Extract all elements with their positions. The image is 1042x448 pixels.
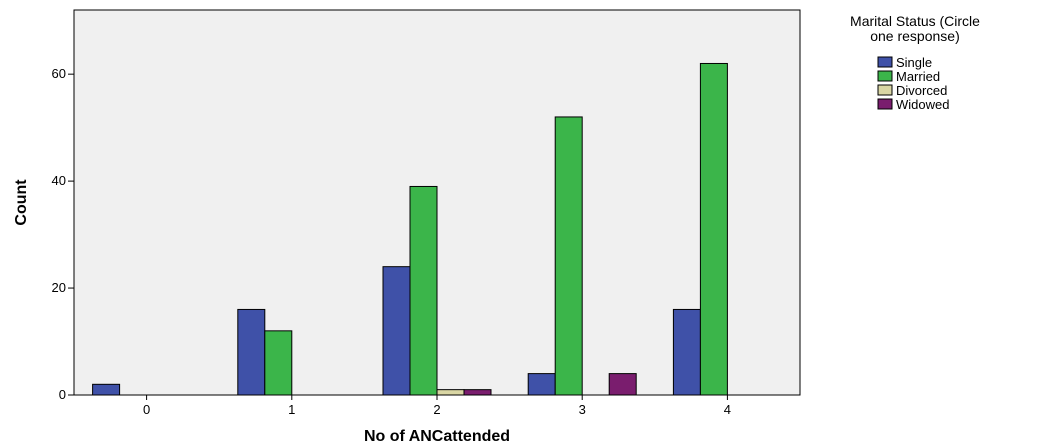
y-tick-label: 40 [52, 173, 66, 188]
bar-single-4 [672, 308, 701, 396]
bar-widowed-2 [463, 389, 492, 396]
legend-title: one response) [870, 28, 960, 44]
y-axis-title: Count [13, 179, 30, 226]
legend-swatch-divorced [877, 84, 893, 96]
bar-widowed-3 [608, 373, 637, 396]
bar-divorced-2 [436, 389, 465, 396]
x-axis-title: No of ANCattended [364, 428, 510, 445]
y-tick-label: 60 [52, 66, 66, 81]
legend-label-widowed: Widowed [896, 97, 949, 112]
legend-swatch-single [877, 56, 893, 68]
legend-title: Marital Status (Circle [850, 13, 980, 29]
legend-label-single: Single [896, 55, 932, 70]
bar-single-1 [237, 308, 266, 396]
bar-married-2 [409, 185, 438, 396]
legend-label-married: Married [896, 69, 940, 84]
bar-married-3 [554, 116, 583, 396]
axes-group: 0 20 40 60 0 1 2 3 4 [52, 66, 731, 417]
x-tick-label: 1 [288, 402, 295, 417]
legend-label-divorced: Divorced [896, 83, 947, 98]
bar-married-4 [699, 62, 728, 396]
bar-single-0 [92, 383, 121, 396]
x-tick-label: 3 [579, 402, 586, 417]
x-tick-label: 4 [724, 402, 731, 417]
bars-group [92, 62, 728, 396]
bar-single-3 [527, 373, 556, 396]
legend-swatch-widowed [877, 98, 893, 110]
y-tick-label: 0 [59, 387, 66, 402]
bar-married-1 [264, 330, 293, 396]
legend-swatch-married [877, 70, 893, 82]
x-tick-label: 0 [143, 402, 150, 417]
y-tick-label: 20 [52, 280, 66, 295]
x-tick-label: 2 [433, 402, 440, 417]
bar-single-2 [382, 266, 411, 396]
